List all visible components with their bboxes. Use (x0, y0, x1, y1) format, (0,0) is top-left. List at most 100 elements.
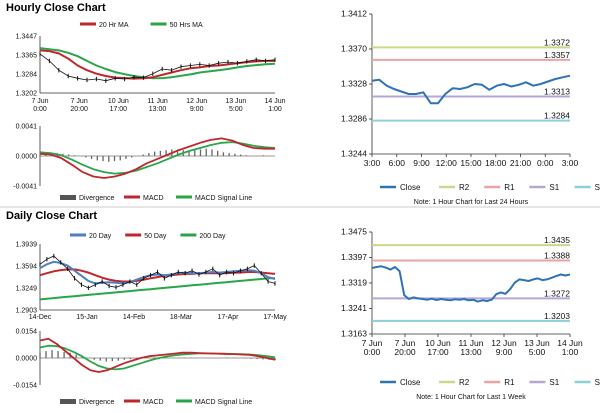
hourly-24h-x-tick-label: 9:00 (413, 158, 430, 168)
hourly-macd-y-tick-label: -0.0041 (13, 184, 37, 191)
legend-label: R2 (459, 378, 470, 387)
daily-week-x-tick-label: 7 Jun 20:00 (394, 338, 416, 357)
daily-macd-line (39, 337, 276, 373)
daily-week-x-tick-label: 11 Jun 13:00 (459, 338, 484, 357)
hourly-24h-x-tick-label: 6:00 (388, 158, 405, 168)
daily-macd-signal-line (39, 344, 276, 371)
daily-week-note: Note: 1 Hour Chart for Last 1 Week (416, 394, 526, 401)
daily-x-tick-label: 14-Dec (29, 314, 52, 321)
legend-label: S1 (549, 378, 559, 387)
daily-week-x-tick-label: 14 Jun 1:00 (557, 338, 583, 357)
daily-200-day-line (39, 277, 275, 301)
hourly-close-series-line (39, 53, 276, 82)
hourly-y-tick-label: 1.3202 (16, 91, 38, 98)
hourly-24h-x-tick-label: 3:00 (364, 158, 381, 168)
daily-close-series-line (39, 255, 276, 289)
hourly-x-tick-label: 7 Jun 20:00 (70, 98, 88, 113)
legend-label: 20 Day (89, 233, 112, 240)
hourly-24h-y-tick-label: 1.3412 (341, 9, 367, 19)
level-label-r1: 1.3357 (544, 50, 570, 60)
level-label-s2: 1.3203 (544, 311, 570, 321)
daily-x-tick-label: 18-Mar (170, 314, 193, 321)
daily-week-y-tick-label: 1.3319 (341, 278, 367, 288)
daily-y-tick-label: 1.2903 (16, 308, 38, 315)
daily-y-tick-label: 1.3939 (16, 242, 38, 249)
daily-week-x-tick-label: 13 Jun 5:00 (524, 338, 550, 357)
daily-week-y-tick-label: 1.3397 (341, 252, 367, 262)
daily-x-tick-label: 14-Feb (123, 314, 145, 321)
daily-macd-y-tick-label: 0.0000 (16, 356, 38, 363)
hourly-chart-title: Hourly Close Chart (6, 2, 106, 14)
legend-label: MACD (143, 195, 164, 202)
daily-week-x-tick-label: 10 Jun 17:00 (425, 338, 451, 357)
daily-week-y-tick-label: 1.3241 (341, 303, 367, 313)
hourly-y-tick-label: 1.3447 (16, 34, 38, 41)
hourly-macd-line (39, 137, 275, 179)
daily-y-tick-label: 1.3594 (16, 264, 38, 271)
legend-label: R1 (504, 378, 515, 387)
daily-chart-title: Daily Close Chart (6, 210, 98, 222)
hourly-24h-y-tick-label: 1.3328 (341, 79, 367, 89)
hourly-24h-x-tick-label: 3:00 (562, 158, 579, 168)
legend-label: S1 (549, 183, 559, 192)
hourly-macd-signal-line (39, 141, 276, 175)
legend-label: MACD Signal Line (195, 195, 252, 202)
hourly-24h-x-tick-label: 21:00 (510, 158, 532, 168)
legend-label: 50 Day (144, 233, 167, 240)
daily-week-x-tick-label: 7 Jun 0:00 (362, 338, 383, 357)
hourly-x-tick-label: 11 Jun 13:00 (147, 98, 168, 113)
daily-y-tick-label: 1.3249 (16, 286, 38, 293)
hourly-24h-close-line (371, 74, 571, 105)
hourly-24h-x-tick-label: 0:00 (537, 158, 554, 168)
daily-macd-y-tick-label: 0.0154 (16, 329, 38, 336)
legend-swatch (60, 195, 76, 200)
daily-macd-y-tick-label: -0.0154 (13, 383, 37, 390)
hourly-x-tick-label: 12 Jun 9:00 (186, 98, 207, 113)
legend-label: Close (400, 378, 421, 387)
hourly-24h-x-tick-label: 18:00 (485, 158, 507, 168)
legend-label: MACD Signal Line (195, 399, 252, 406)
legend-label: MACD (143, 399, 164, 406)
legend-label: 50 Hrs MA (170, 22, 203, 29)
daily-week-close-line (371, 265, 571, 303)
hourly-24h-y-tick-label: 1.3370 (341, 44, 367, 54)
level-label-s1: 1.3272 (544, 288, 570, 298)
daily-x-tick-label: 17-Apr (217, 314, 239, 321)
daily-week-x-tick-label: 12 Jun 9:00 (491, 338, 517, 357)
hourly-macd-y-tick-label: 0.0000 (16, 154, 38, 161)
hourly-50hr-ma-line (39, 47, 276, 80)
legend-label: R2 (459, 183, 470, 192)
level-label-r2: 1.3435 (544, 235, 570, 245)
legend-label: S2 (595, 378, 600, 387)
legend-label: 20 Hr MA (99, 22, 129, 29)
legend-label: Divergence (79, 195, 115, 202)
daily-x-tick-label: 17-May (263, 314, 287, 321)
hourly-y-tick-label: 1.3365 (16, 53, 38, 60)
level-label-s1: 1.3313 (544, 87, 570, 97)
daily-week-y-tick-label: 1.3475 (341, 227, 367, 237)
legend-label: R1 (504, 183, 515, 192)
level-label-r2: 1.3372 (544, 37, 570, 47)
daily-20-day-line (39, 260, 276, 285)
hourly-x-tick-label: 14 Jun 1:00 (264, 98, 285, 113)
hourly-24h-note: Note: 1 Hour Chart for Last 24 Hours (414, 199, 529, 206)
hourly-24h-y-tick-label: 1.3286 (341, 114, 367, 124)
legend-label: Divergence (79, 399, 115, 406)
hourly-24h-x-tick-label: 15:00 (460, 158, 482, 168)
level-label-s2: 1.3284 (544, 111, 570, 121)
legend-label: 200 Day (199, 233, 226, 240)
hourly-x-tick-label: 10 Jun 17:00 (108, 98, 129, 113)
hourly-divergence-bars (39, 148, 265, 162)
hourly-macd-y-tick-label: 0.0041 (16, 124, 38, 131)
legend-swatch (60, 399, 76, 404)
daily-x-tick-label: 15-Jan (76, 314, 98, 321)
hourly-close-series (39, 51, 276, 83)
legend-label: S2 (595, 183, 600, 192)
legend-label: Close (400, 183, 421, 192)
hourly-y-tick-label: 1.3284 (16, 72, 38, 79)
daily-week-y-tick-label: 1.3163 (341, 329, 367, 339)
level-label-r1: 1.3388 (544, 250, 570, 260)
daily-close-series (39, 253, 276, 291)
hourly-24h-y-tick-label: 1.3244 (341, 149, 367, 159)
